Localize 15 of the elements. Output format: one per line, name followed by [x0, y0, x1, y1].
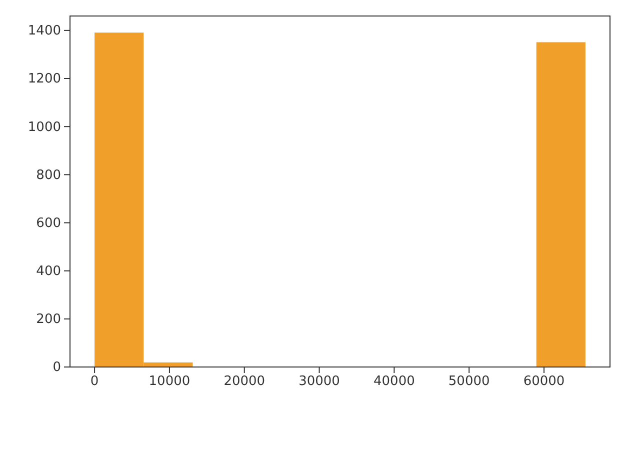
- y-tick-label: 400: [36, 264, 61, 279]
- y-tick-label: 600: [36, 216, 61, 231]
- y-tick-label: 200: [36, 312, 61, 328]
- x-tick-label: 40000: [373, 374, 415, 390]
- y-tick-label: 1000: [28, 120, 61, 135]
- x-tick-label: 60000: [523, 374, 565, 390]
- y-tick-label: 1400: [28, 24, 61, 39]
- x-tick-label: 0: [90, 374, 99, 390]
- x-tick-label: 10000: [148, 374, 190, 390]
- x-tick-label: 20000: [224, 374, 266, 390]
- y-tick-label: 800: [36, 168, 61, 183]
- y-tick-label: 1200: [28, 72, 61, 87]
- x-tick-label: 30000: [298, 374, 340, 390]
- x-tick-label: 50000: [448, 374, 490, 390]
- y-tick-label: 0: [52, 360, 61, 376]
